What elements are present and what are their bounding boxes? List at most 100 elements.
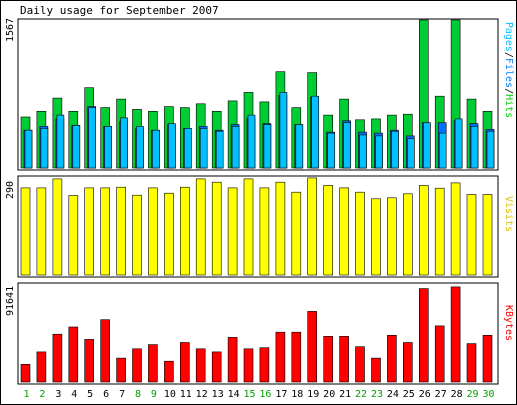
visits-bar-17 [275,181,286,276]
day-label-5: 5 [87,389,93,400]
kbytes-bar-2 [36,351,47,383]
pages-bar-26 [422,122,431,169]
chart-title: Daily usage for September 2007 [20,4,219,17]
visits-bar-8 [132,194,142,276]
day-label-12: 12 [196,389,208,400]
visits-bar-7 [116,186,126,276]
kbytes-bar-18 [291,331,302,383]
kbytes-ylabel-part: KBytes [503,305,514,341]
kbytes-bar-19 [307,311,318,383]
visits-ylabel: Visits [503,196,514,232]
pages-bar-3 [56,114,65,169]
visits-bar-2 [36,187,47,276]
visits-bar-19 [307,177,318,276]
kbytes-bar-8 [132,348,142,383]
day-label-19: 19 [307,389,319,400]
pages-bar-15 [247,114,256,169]
pages-bar-19 [311,95,320,169]
visits-bar-23 [371,198,381,276]
pages-bar-4 [72,125,81,169]
hits-ylabel-part: / [503,88,514,94]
day-label-17: 17 [275,389,287,400]
kbytes-bar-10 [164,360,174,383]
visits-bar-22 [355,191,365,276]
visits-bar-28 [450,182,461,276]
kbytes-bar-1 [20,363,31,383]
pages-bar-18 [295,124,304,169]
kbytes-bar-16 [259,347,270,383]
pages-bar-22 [359,134,367,169]
kbytes-bar-29 [466,343,477,383]
pages-bar-28 [454,118,463,169]
pages-bar-6 [104,126,112,169]
kbytes-bar-7 [116,357,126,383]
visits-bar-10 [164,192,174,276]
visits-bar-18 [291,191,302,276]
day-label-15: 15 [243,389,255,400]
day-label-1: 1 [23,389,29,400]
day-label-7: 7 [119,389,125,400]
visits-bar-20 [323,185,334,276]
visits-bar-12 [195,178,206,276]
day-label-21: 21 [339,389,351,400]
kbytes-bar-25 [402,342,413,383]
day-label-26: 26 [419,389,431,400]
day-label-9: 9 [151,389,157,400]
hits-ylabel-part: Pages [503,22,514,52]
pages-bar-11 [184,128,192,169]
kbytes-bar-23 [371,357,381,383]
day-label-14: 14 [228,389,240,400]
day-label-22: 22 [355,389,367,400]
day-label-6: 6 [103,389,109,400]
day-label-20: 20 [323,389,335,400]
visits-bar-14 [227,187,238,276]
pages-bar-17 [279,92,288,169]
kbytes-bar-26 [418,288,429,383]
kbytes-bar-17 [275,331,286,383]
pages-bar-30 [486,130,495,169]
pages-bar-27 [438,132,447,169]
day-label-23: 23 [371,389,383,400]
day-label-24: 24 [387,389,399,400]
pages-bar-5 [88,107,96,169]
visits-bar-21 [339,187,349,276]
visits-bar-15 [243,178,254,276]
kbytes-bar-4 [68,326,79,383]
pages-bar-10 [168,123,176,169]
kbytes-bar-12 [195,348,206,383]
visits-bar-4 [68,195,79,276]
kbytes-ymax-label: 91641 [5,286,16,316]
day-label-30: 30 [482,389,494,400]
kbytes-panel-frame [17,282,499,385]
kbytes-bar-14 [227,337,238,383]
day-label-13: 13 [212,389,224,400]
visits-bar-29 [466,194,477,276]
pages-bar-16 [263,124,272,169]
visits-bar-11 [180,186,190,276]
pages-bar-2 [40,128,49,169]
pages-bar-1 [24,129,33,169]
day-label-8: 8 [135,389,141,400]
pages-bar-24 [391,130,399,169]
kbytes-bar-28 [450,286,461,383]
day-label-18: 18 [291,389,303,400]
visits-bar-3 [52,178,63,276]
visits-bar-25 [402,193,413,276]
visits-bar-9 [148,187,158,276]
kbytes-bar-13 [211,351,222,383]
day-label-25: 25 [403,389,415,400]
visits-bar-24 [387,197,397,276]
kbytes-bar-27 [434,325,445,383]
pages-bar-25 [406,138,415,169]
kbytes-ylabel: KBytes [503,305,514,341]
pages-bar-8 [136,126,144,169]
kbytes-bar-20 [323,335,334,383]
kbytes-bar-30 [482,334,493,383]
kbytes-bar-22 [355,346,365,383]
visits-bar-6 [100,187,110,276]
kbytes-bar-15 [243,348,254,383]
pages-bar-14 [231,126,240,169]
kbytes-bar-24 [387,334,397,383]
kbytes-bar-3 [52,333,63,383]
